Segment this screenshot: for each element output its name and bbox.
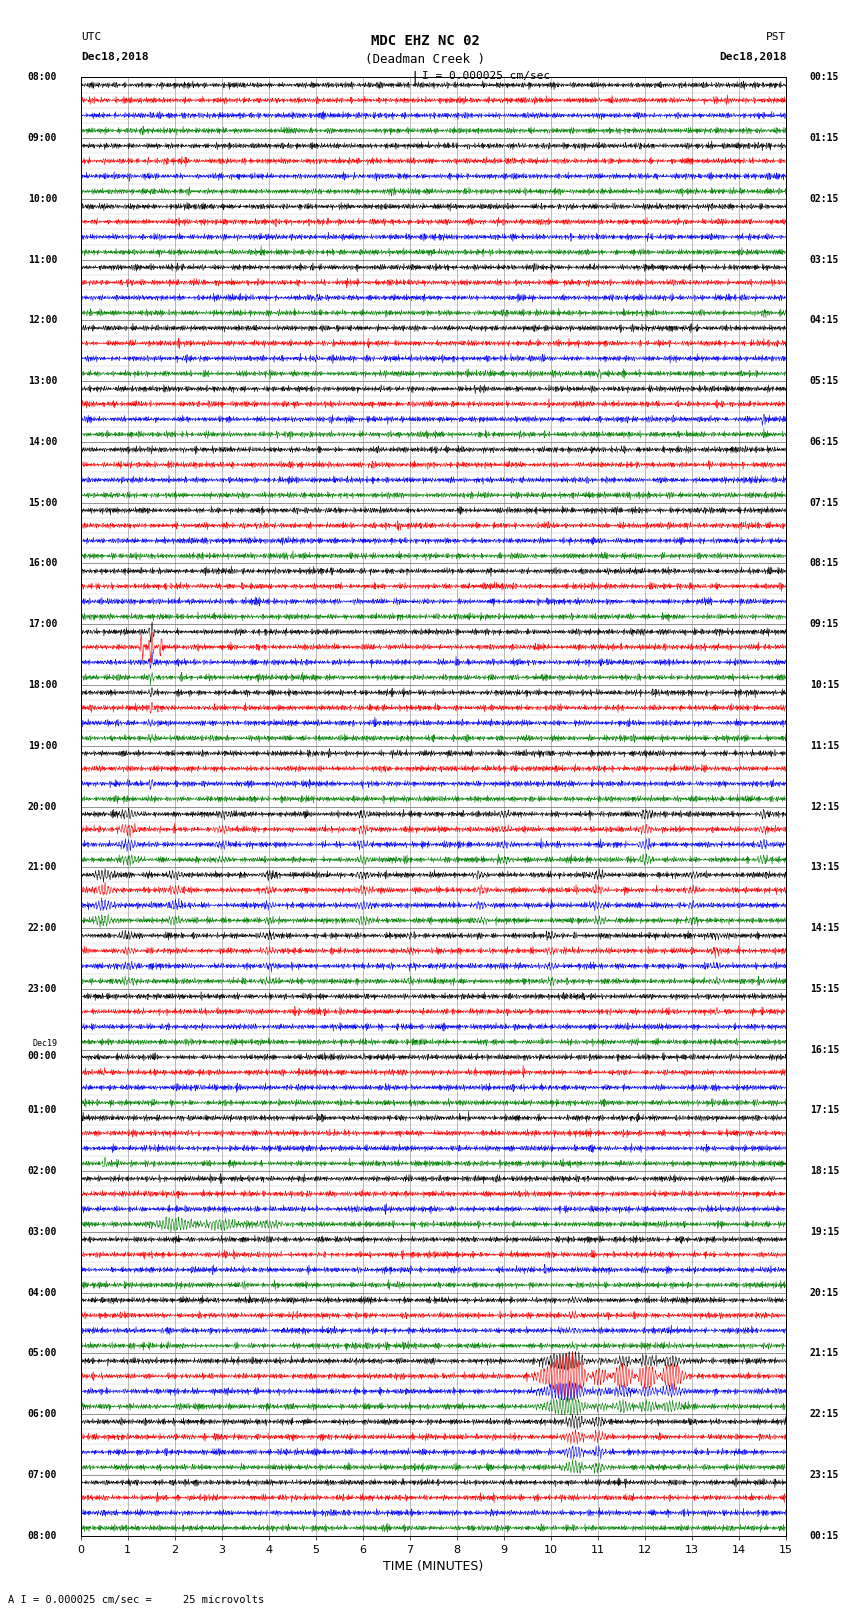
Text: 12:15: 12:15	[810, 802, 839, 811]
Text: 20:15: 20:15	[810, 1287, 839, 1297]
Text: 22:00: 22:00	[28, 923, 57, 932]
Text: 23:00: 23:00	[28, 984, 57, 994]
Text: UTC: UTC	[81, 32, 101, 42]
Text: 19:15: 19:15	[810, 1227, 839, 1237]
Text: 06:00: 06:00	[28, 1410, 57, 1419]
Text: 08:15: 08:15	[810, 558, 839, 568]
Text: Dec19: Dec19	[32, 1039, 57, 1048]
Text: |: |	[411, 71, 419, 85]
Text: 08:00: 08:00	[28, 1531, 57, 1540]
Text: 16:15: 16:15	[810, 1045, 839, 1055]
Text: 02:00: 02:00	[28, 1166, 57, 1176]
Text: 21:00: 21:00	[28, 863, 57, 873]
Text: Dec18,2018: Dec18,2018	[81, 52, 148, 61]
Text: 11:15: 11:15	[810, 740, 839, 750]
Text: Dec18,2018: Dec18,2018	[719, 52, 786, 61]
Text: 18:15: 18:15	[810, 1166, 839, 1176]
Text: 10:15: 10:15	[810, 681, 839, 690]
Text: 22:15: 22:15	[810, 1410, 839, 1419]
Text: PST: PST	[766, 32, 786, 42]
Text: 08:00: 08:00	[28, 73, 57, 82]
Text: 07:15: 07:15	[810, 498, 839, 508]
Text: 00:15: 00:15	[810, 1531, 839, 1540]
Text: I = 0.000025 cm/sec: I = 0.000025 cm/sec	[422, 71, 551, 81]
Text: 00:15: 00:15	[810, 73, 839, 82]
Text: 05:15: 05:15	[810, 376, 839, 386]
Text: MDC EHZ NC 02: MDC EHZ NC 02	[371, 34, 479, 48]
Text: 06:15: 06:15	[810, 437, 839, 447]
Text: 20:00: 20:00	[28, 802, 57, 811]
Text: 19:00: 19:00	[28, 740, 57, 750]
Text: 09:15: 09:15	[810, 619, 839, 629]
Text: 04:15: 04:15	[810, 316, 839, 326]
Text: (Deadman Creek ): (Deadman Creek )	[365, 53, 485, 66]
Text: 09:00: 09:00	[28, 134, 57, 144]
Text: 15:00: 15:00	[28, 498, 57, 508]
Text: 01:15: 01:15	[810, 134, 839, 144]
X-axis label: TIME (MINUTES): TIME (MINUTES)	[383, 1560, 484, 1573]
Text: 12:00: 12:00	[28, 316, 57, 326]
Text: 23:15: 23:15	[810, 1469, 839, 1479]
Text: A I = 0.000025 cm/sec =     25 microvolts: A I = 0.000025 cm/sec = 25 microvolts	[8, 1595, 264, 1605]
Text: 11:00: 11:00	[28, 255, 57, 265]
Text: 21:15: 21:15	[810, 1348, 839, 1358]
Text: 16:00: 16:00	[28, 558, 57, 568]
Text: 13:00: 13:00	[28, 376, 57, 386]
Text: 17:15: 17:15	[810, 1105, 839, 1115]
Text: 13:15: 13:15	[810, 863, 839, 873]
Text: 01:00: 01:00	[28, 1105, 57, 1115]
Text: 07:00: 07:00	[28, 1469, 57, 1479]
Text: 05:00: 05:00	[28, 1348, 57, 1358]
Text: 14:15: 14:15	[810, 923, 839, 932]
Text: 18:00: 18:00	[28, 681, 57, 690]
Text: 04:00: 04:00	[28, 1287, 57, 1297]
Text: 17:00: 17:00	[28, 619, 57, 629]
Text: 00:00: 00:00	[28, 1050, 57, 1061]
Text: 14:00: 14:00	[28, 437, 57, 447]
Text: 10:00: 10:00	[28, 194, 57, 203]
Text: 02:15: 02:15	[810, 194, 839, 203]
Text: 03:15: 03:15	[810, 255, 839, 265]
Text: 15:15: 15:15	[810, 984, 839, 994]
Text: 03:00: 03:00	[28, 1227, 57, 1237]
